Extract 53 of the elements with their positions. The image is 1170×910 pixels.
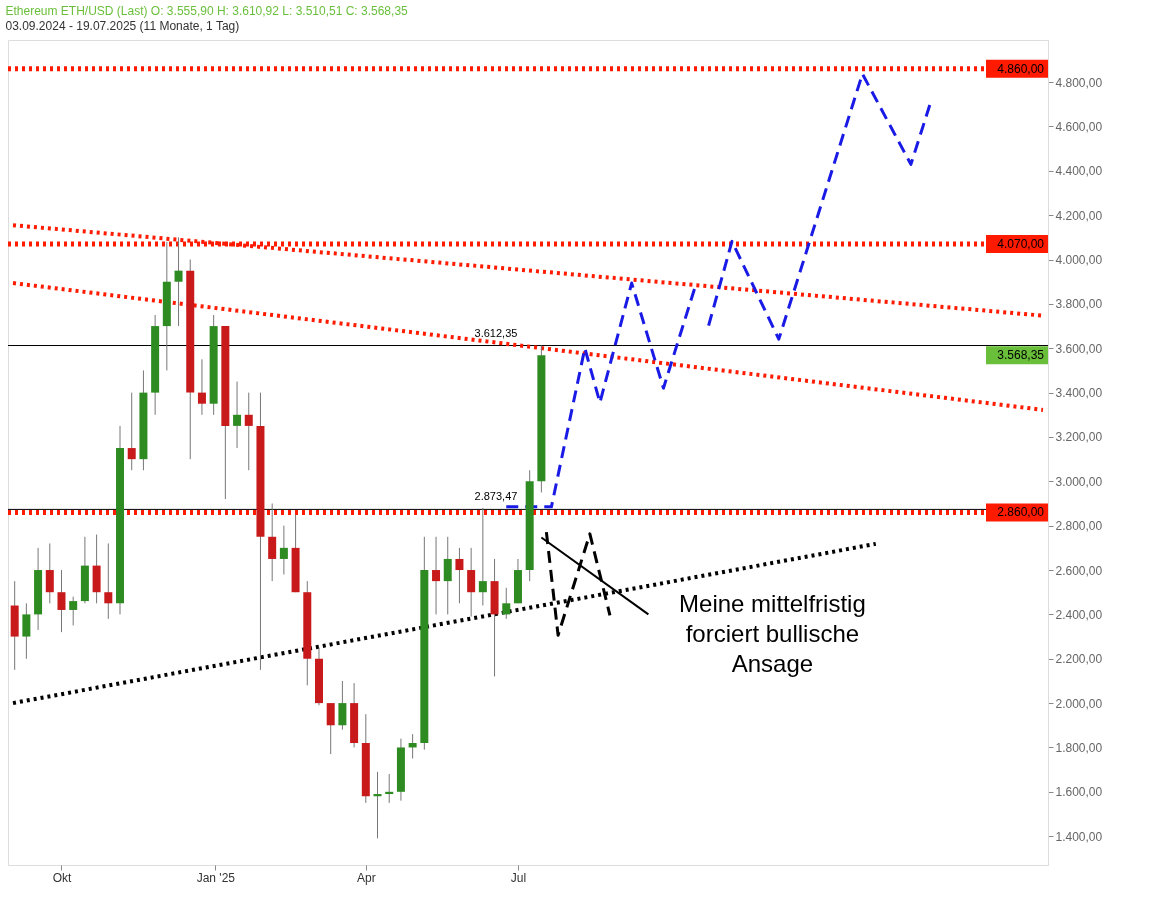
candlestick xyxy=(279,525,288,575)
ref-line-label: 4.860,00 xyxy=(997,61,1045,76)
y-tick-label: 2.200,00 xyxy=(1055,652,1103,667)
candlestick xyxy=(432,536,441,615)
y-tick-label: 3.400,00 xyxy=(1055,386,1103,401)
x-tick-label: Okt xyxy=(52,870,72,885)
chart-title: Ethereum ETH/USD (Last) O: 3.555,90 H: 3.610,92 L: 3.510,51 C: 3.568,35 xyxy=(5,4,409,19)
y-tick-label: 1.400,00 xyxy=(1055,829,1103,844)
ref-line-label: 2.860,00 xyxy=(997,505,1045,520)
y-tick-label: 4.000,00 xyxy=(1055,253,1103,268)
y-tick-label: 1.600,00 xyxy=(1055,785,1103,800)
y-tick-label: 4.200,00 xyxy=(1055,208,1103,223)
x-tick-label: Apr xyxy=(356,870,376,885)
y-tick-label: 4.400,00 xyxy=(1055,164,1103,179)
annotation: 3.568,35 xyxy=(997,348,1045,363)
candlestick xyxy=(22,602,31,660)
candlestick xyxy=(127,392,136,471)
line-series xyxy=(707,72,933,341)
candlestick xyxy=(197,358,206,416)
ref-line-label: 4.070,00 xyxy=(997,237,1045,252)
x-tick-label: Jul xyxy=(510,870,527,885)
candlestick xyxy=(455,547,464,604)
candlestick xyxy=(104,542,113,620)
x-tick-label: Jan '25 xyxy=(196,870,236,885)
candlestick xyxy=(338,680,347,731)
candlestick xyxy=(326,702,335,755)
candlestick xyxy=(268,503,277,582)
chart-subtitle: 03.09.2024 - 19.07.2025 (11 Monate, 1 Tag) xyxy=(5,19,240,34)
candlestick xyxy=(478,507,487,607)
y-tick-label: 1.800,00 xyxy=(1055,740,1103,755)
candlestick xyxy=(467,547,476,618)
y-tick-label: 2.800,00 xyxy=(1055,519,1103,534)
y-tick-label: 2.400,00 xyxy=(1055,607,1103,622)
candlestick xyxy=(443,536,452,615)
y-tick-label: 3.800,00 xyxy=(1055,297,1103,312)
candlestick xyxy=(57,569,66,633)
candlestick xyxy=(45,542,54,604)
candlestick xyxy=(502,587,511,620)
ref-line-label: 2.873,47 xyxy=(474,490,518,503)
candlestick xyxy=(244,392,253,471)
annotation: Meine mittelfristig forciert bullische Ansage xyxy=(679,589,866,677)
y-tick-label: 3.600,00 xyxy=(1055,341,1103,356)
candlestick xyxy=(408,733,417,760)
candlestick xyxy=(69,596,78,626)
candlestick xyxy=(233,381,242,449)
y-tick-label: 4.800,00 xyxy=(1055,75,1103,90)
y-tick-label: 2.000,00 xyxy=(1055,696,1103,711)
ref-line-label: 3.612,35 xyxy=(474,326,518,339)
y-tick-label: 4.600,00 xyxy=(1055,119,1103,134)
y-tick-label: 2.600,00 xyxy=(1055,563,1103,578)
y-tick-label: 3.000,00 xyxy=(1055,474,1103,489)
y-tick-label: 3.200,00 xyxy=(1055,430,1103,445)
candlestick xyxy=(174,236,183,327)
